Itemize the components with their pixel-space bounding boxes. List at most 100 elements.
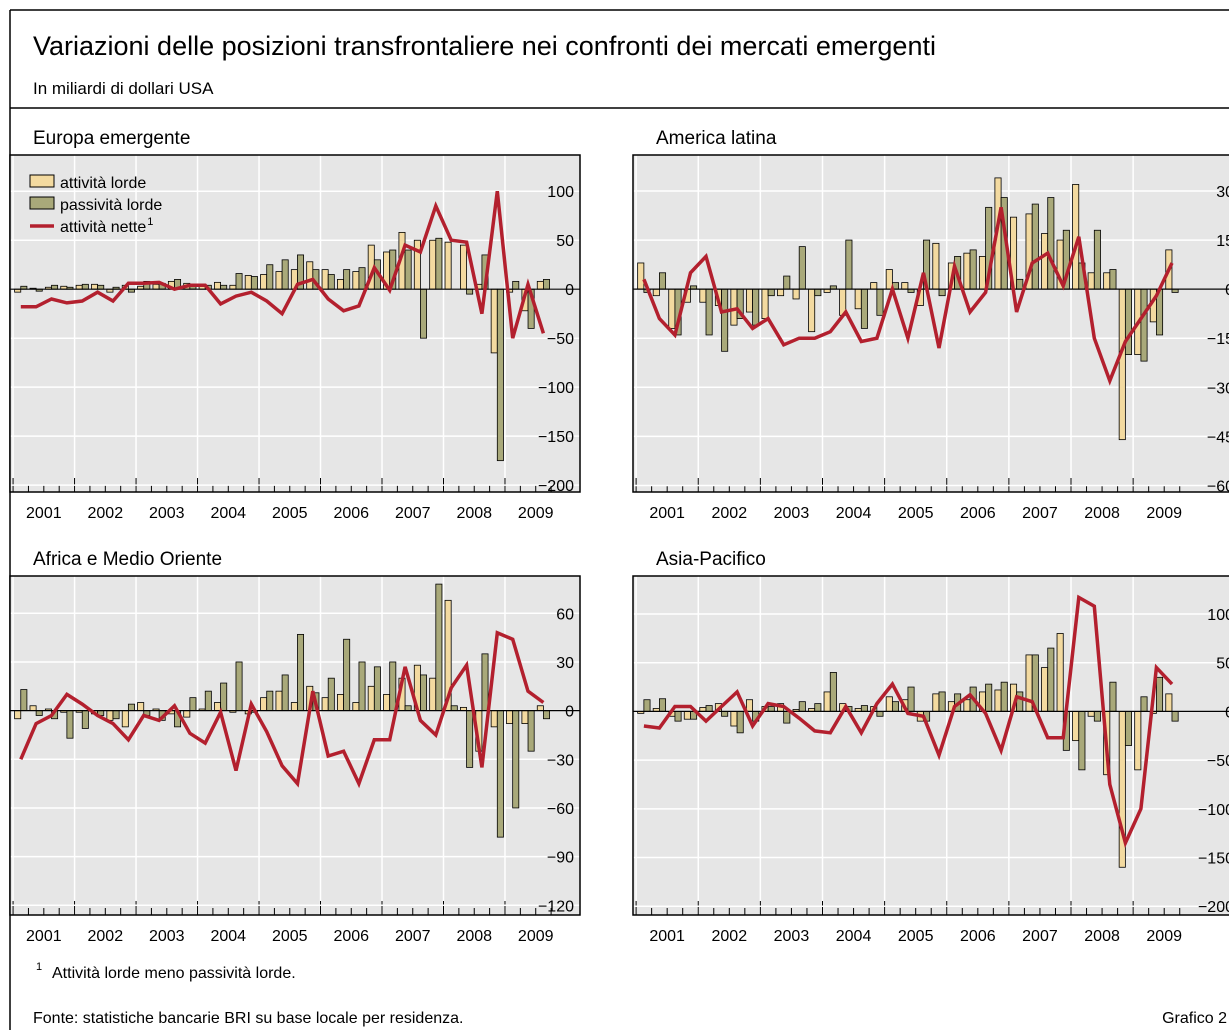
- bar: [527, 710, 535, 752]
- bar: [152, 283, 160, 290]
- y-tick-label: −15: [1207, 331, 1229, 348]
- y-tick-label: 0: [1225, 704, 1229, 721]
- bar: [536, 705, 544, 712]
- subtitle: In miliardi di dollari USA: [33, 79, 214, 98]
- x-tick-label: 2007: [395, 505, 431, 522]
- footnote: Attività lorde meno passività lorde.: [52, 965, 296, 982]
- bar: [1171, 711, 1179, 722]
- bar: [963, 699, 971, 712]
- bar: [490, 710, 498, 728]
- bar: [429, 239, 437, 290]
- y-tick-label: 50: [556, 233, 574, 250]
- bar: [721, 288, 729, 352]
- bar: [730, 288, 738, 326]
- bar: [1031, 203, 1039, 290]
- bar: [1047, 647, 1055, 712]
- bar: [250, 276, 258, 290]
- bar: [860, 288, 868, 329]
- bar: [543, 710, 550, 720]
- bar: [985, 683, 993, 712]
- bar: [854, 288, 862, 310]
- bar: [275, 690, 283, 712]
- bar: [745, 288, 753, 313]
- bar: [66, 710, 74, 739]
- y-tick-label: 60: [556, 606, 574, 623]
- bar: [994, 689, 1002, 712]
- x-tick-label: 2006: [960, 928, 996, 945]
- bar: [674, 711, 682, 722]
- bar: [420, 288, 427, 339]
- bar: [81, 710, 89, 729]
- bar: [327, 677, 335, 712]
- bar: [798, 701, 806, 712]
- bar: [204, 690, 212, 712]
- y-tick-label: −30: [547, 752, 574, 769]
- bar: [321, 697, 329, 712]
- y-tick-label: −120: [538, 898, 574, 915]
- bar: [1109, 269, 1117, 290]
- legend-label: passività lorde: [60, 197, 162, 214]
- legend-label: attività lorde: [60, 175, 146, 192]
- x-tick-label: 2008: [456, 928, 492, 945]
- y-tick-label: −50: [547, 331, 574, 348]
- bar: [189, 697, 197, 712]
- line-series: [19, 630, 545, 789]
- bar: [337, 279, 344, 290]
- legend-label: attività nette: [60, 219, 146, 236]
- x-tick-label: 2008: [1084, 928, 1120, 945]
- bar: [327, 274, 335, 290]
- x-tick-label: 2002: [712, 505, 748, 522]
- y-tick-label: 100: [547, 184, 574, 201]
- bar: [389, 661, 397, 712]
- bar: [643, 699, 651, 712]
- bar: [244, 275, 252, 290]
- x-tick-label: 2001: [649, 505, 685, 522]
- y-tick-label: −100: [1198, 802, 1229, 819]
- bar: [659, 272, 667, 290]
- bar: [35, 710, 43, 716]
- bar: [506, 710, 514, 725]
- bar: [736, 711, 744, 734]
- x-tick-label: 2002: [88, 928, 124, 945]
- bar: [481, 653, 489, 712]
- bar: [512, 710, 520, 809]
- bar: [235, 273, 243, 290]
- bar: [352, 271, 360, 290]
- x-tick-label: 2004: [836, 928, 872, 945]
- bar: [752, 288, 760, 326]
- bar: [901, 282, 909, 290]
- panel-title: Asia-Pacifico: [656, 549, 766, 570]
- bar: [235, 661, 243, 712]
- bar: [358, 661, 366, 712]
- y-tick-label: 15: [1216, 233, 1229, 250]
- bar: [306, 261, 314, 290]
- bar: [1165, 693, 1173, 712]
- y-tick-label: 0: [565, 282, 574, 299]
- bar: [891, 701, 900, 712]
- panel-title: Europa emergente: [33, 128, 190, 149]
- bar: [20, 689, 28, 712]
- bar: [512, 280, 520, 290]
- bar: [1000, 681, 1008, 712]
- x-tick-label: 2006: [960, 505, 996, 522]
- bar: [281, 674, 289, 712]
- plot-border: [632, 154, 1229, 493]
- legend-note: 1: [147, 216, 153, 228]
- bar: [767, 706, 775, 712]
- bar: [705, 705, 713, 712]
- bar: [352, 702, 360, 712]
- bar: [1109, 681, 1117, 712]
- x-tick-label: 2008: [1084, 505, 1120, 522]
- y-tick-label: −60: [1207, 478, 1229, 495]
- bar: [367, 685, 375, 712]
- x-tick-label: 2005: [272, 928, 308, 945]
- x-tick-label: 2009: [1146, 928, 1182, 945]
- bar: [358, 267, 366, 290]
- bar: [761, 288, 769, 319]
- bar: [1016, 278, 1024, 290]
- bar: [745, 699, 753, 712]
- bar: [29, 705, 37, 712]
- bar: [490, 288, 498, 354]
- bar: [343, 638, 351, 712]
- bar: [420, 674, 427, 712]
